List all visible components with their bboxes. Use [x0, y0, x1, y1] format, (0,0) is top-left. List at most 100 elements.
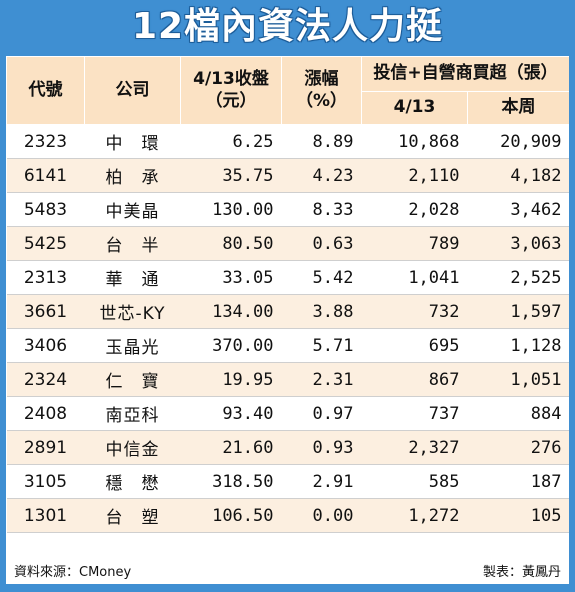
cell-net-buy-day: 1,272 — [361, 498, 468, 533]
cell-net-buy-day: 695 — [361, 328, 468, 363]
cell-change: 5.42 — [281, 260, 362, 295]
cell-net-buy-day: 732 — [361, 294, 468, 329]
cell-code: 5483 — [6, 192, 85, 227]
cell-company: 仁 寶 — [84, 362, 181, 397]
cell-change: 0.93 — [281, 430, 362, 465]
cell-change: 0.97 — [281, 396, 362, 431]
cell-net-buy-week: 4,182 — [467, 158, 569, 193]
header-company: 公司 — [84, 56, 181, 125]
cell-company: 中 環 — [84, 124, 181, 159]
cell-company: 台 半 — [84, 226, 181, 261]
cell-net-buy-week: 1,128 — [467, 328, 569, 363]
cell-close: 80.50 — [180, 226, 282, 261]
table-row: 2313 華 通 33.05 5.42 1,041 2,525 — [6, 260, 569, 295]
header-close: 4/13收盤 （元） — [180, 56, 282, 125]
cell-change: 8.89 — [281, 124, 362, 159]
cell-net-buy-day: 789 — [361, 226, 468, 261]
cell-company: 華 通 — [84, 260, 181, 295]
cell-close: 19.95 — [180, 362, 282, 397]
cell-company: 南亞科 — [84, 396, 181, 431]
header-change-line1: 漲幅 — [304, 69, 339, 90]
cell-close: 130.00 — [180, 192, 282, 227]
cell-net-buy-day: 867 — [361, 362, 468, 397]
cell-company: 玉晶光 — [84, 328, 181, 363]
cell-company: 世芯-KY — [84, 294, 181, 329]
cell-change: 0.00 — [281, 498, 362, 533]
cell-net-buy-week: 884 — [467, 396, 569, 431]
cell-change: 4.23 — [281, 158, 362, 193]
table-row: 5483 中美晶 130.00 8.33 2,028 3,462 — [6, 192, 569, 227]
cell-company: 台 塑 — [84, 498, 181, 533]
table-row: 1301 台 塑 106.50 0.00 1,272 105 — [6, 498, 569, 533]
maker-note: 製表：黃鳳丹 — [482, 565, 561, 580]
table-row: 2324 仁 寶 19.95 2.31 867 1,051 — [6, 362, 569, 397]
header-net-buy-week: 本周 — [467, 91, 569, 125]
table-row: 6141 柏 承 35.75 4.23 2,110 4,182 — [6, 158, 569, 193]
cell-net-buy-day: 1,041 — [361, 260, 468, 295]
table-panel: 代號 公司 4/13收盤 （元） 漲幅 （%） 投信+自營商買超（張） 4/13… — [6, 56, 569, 584]
cell-net-buy-week: 20,909 — [467, 124, 569, 159]
table-row: 2408 南亞科 93.40 0.97 737 884 — [6, 396, 569, 431]
stock-table: 代號 公司 4/13收盤 （元） 漲幅 （%） 投信+自營商買超（張） 4/13… — [6, 56, 569, 533]
cell-net-buy-day: 10,868 — [361, 124, 468, 159]
cell-net-buy-day: 585 — [361, 464, 468, 499]
cell-code: 2323 — [6, 124, 85, 159]
cell-change: 5.71 — [281, 328, 362, 363]
cell-code: 2408 — [6, 396, 85, 431]
cell-code: 3105 — [6, 464, 85, 499]
cell-change: 8.33 — [281, 192, 362, 227]
cell-change: 2.31 — [281, 362, 362, 397]
table-row: 2891 中信金 21.60 0.93 2,327 276 — [6, 430, 569, 465]
cell-code: 5425 — [6, 226, 85, 261]
cell-close: 318.50 — [180, 464, 282, 499]
cell-change: 2.91 — [281, 464, 362, 499]
cell-net-buy-day: 2,110 — [361, 158, 468, 193]
table-row: 5425 台 半 80.50 0.63 789 3,063 — [6, 226, 569, 261]
cell-code: 3406 — [6, 328, 85, 363]
cell-net-buy-week: 1,051 — [467, 362, 569, 397]
cell-net-buy-day: 2,028 — [361, 192, 468, 227]
cell-code: 2891 — [6, 430, 85, 465]
header-change: 漲幅 （%） — [281, 56, 362, 125]
source-note: 資料來源：CMoney — [14, 565, 132, 580]
header-net-buy: 投信+自營商買超（張） — [361, 56, 569, 92]
table-row: 3105 穩 懋 318.50 2.91 585 187 — [6, 464, 569, 499]
header-close-line1: 4/13收盤 — [193, 69, 269, 90]
cell-company: 穩 懋 — [84, 464, 181, 499]
cell-close: 370.00 — [180, 328, 282, 363]
cell-close: 21.60 — [180, 430, 282, 465]
cell-net-buy-day: 2,327 — [361, 430, 468, 465]
cell-net-buy-day: 737 — [361, 396, 468, 431]
cell-close: 33.05 — [180, 260, 282, 295]
cell-net-buy-week: 3,063 — [467, 226, 569, 261]
cell-company: 中美晶 — [84, 192, 181, 227]
table-row: 3406 玉晶光 370.00 5.71 695 1,128 — [6, 328, 569, 363]
cell-net-buy-week: 2,525 — [467, 260, 569, 295]
table-row: 3661 世芯-KY 134.00 3.88 732 1,597 — [6, 294, 569, 329]
cell-code: 1301 — [6, 498, 85, 533]
cell-code: 6141 — [6, 158, 85, 193]
cell-code: 2324 — [6, 362, 85, 397]
cell-change: 3.88 — [281, 294, 362, 329]
cell-company: 柏 承 — [84, 158, 181, 193]
header-close-line2: （元） — [205, 90, 257, 111]
cell-net-buy-week: 276 — [467, 430, 569, 465]
header-code: 代號 — [6, 56, 85, 125]
footer: 資料來源：CMoney 製表：黃鳳丹 — [6, 561, 569, 584]
header-net-buy-day: 4/13 — [361, 91, 468, 125]
table-body: 2323 中 環 6.25 8.89 10,868 20,909 6141 柏 承 35.75 4… — [6, 124, 569, 533]
cell-close: 134.00 — [180, 294, 282, 329]
cell-close: 106.50 — [180, 498, 282, 533]
header-change-line2: （%） — [295, 90, 348, 111]
cell-net-buy-week: 105 — [467, 498, 569, 533]
cell-close: 6.25 — [180, 124, 282, 159]
cell-close: 93.40 — [180, 396, 282, 431]
page-title: 12檔內資法人力挺 — [131, 6, 444, 47]
cell-net-buy-week: 3,462 — [467, 192, 569, 227]
cell-company: 中信金 — [84, 430, 181, 465]
cell-net-buy-week: 1,597 — [467, 294, 569, 329]
table-row: 2323 中 環 6.25 8.89 10,868 20,909 — [6, 124, 569, 159]
cell-close: 35.75 — [180, 158, 282, 193]
cell-change: 0.63 — [281, 226, 362, 261]
